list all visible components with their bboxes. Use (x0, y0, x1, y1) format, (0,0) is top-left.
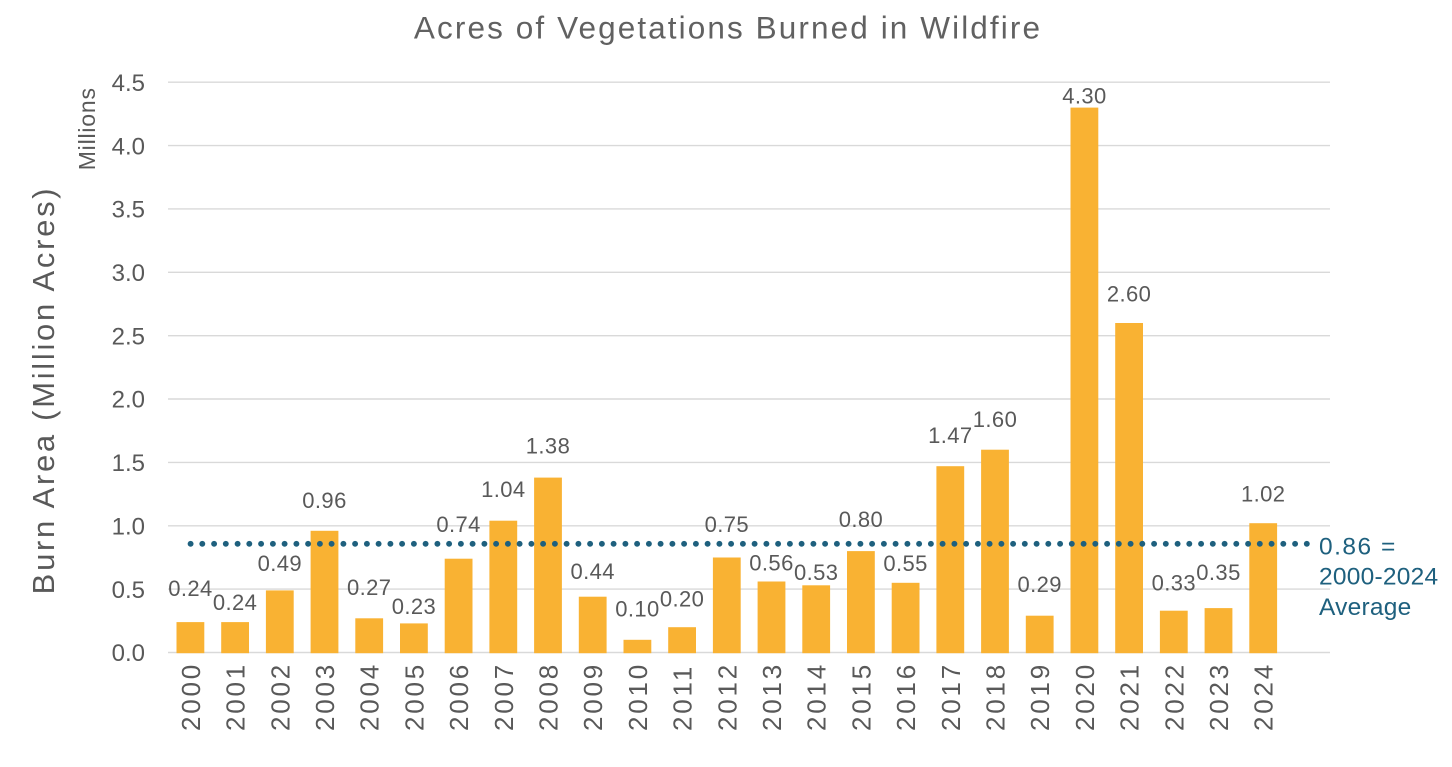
svg-text:0.74: 0.74 (436, 512, 480, 537)
svg-text:2002: 2002 (265, 662, 295, 731)
svg-text:2.5: 2.5 (112, 323, 145, 350)
svg-text:2024: 2024 (1249, 662, 1279, 731)
svg-text:2012: 2012 (712, 662, 742, 731)
svg-text:2001: 2001 (221, 662, 251, 731)
svg-text:2015: 2015 (846, 662, 876, 731)
svg-text:2020: 2020 (1070, 662, 1100, 731)
svg-text:2021: 2021 (1115, 662, 1145, 731)
svg-text:4.5: 4.5 (112, 70, 145, 97)
svg-text:Millions: Millions (74, 87, 100, 170)
svg-text:1.5: 1.5 (112, 450, 145, 477)
svg-text:4.0: 4.0 (112, 133, 145, 160)
svg-text:0.5: 0.5 (112, 577, 145, 604)
svg-text:0.75: 0.75 (705, 512, 749, 537)
svg-text:3.0: 3.0 (112, 260, 145, 287)
svg-text:0.24: 0.24 (213, 590, 257, 615)
svg-text:0.96: 0.96 (302, 488, 346, 513)
svg-text:2014: 2014 (802, 662, 832, 731)
svg-text:2005: 2005 (399, 662, 429, 731)
svg-text:1.02: 1.02 (1241, 482, 1285, 507)
svg-text:2000: 2000 (176, 662, 206, 731)
svg-text:4.30: 4.30 (1062, 83, 1106, 108)
svg-text:0.27: 0.27 (347, 575, 391, 600)
svg-text:0.23: 0.23 (392, 594, 436, 619)
svg-text:1.60: 1.60 (973, 407, 1017, 432)
svg-text:0.10: 0.10 (615, 597, 659, 622)
svg-text:2023: 2023 (1204, 662, 1234, 731)
svg-text:Acres of Vegetations Burned in: Acres of Vegetations Burned in Wildfire (414, 10, 1042, 46)
svg-text:2017: 2017 (936, 662, 966, 731)
svg-text:Average: Average (1319, 594, 1412, 621)
svg-text:2007: 2007 (489, 662, 519, 731)
svg-text:0.20: 0.20 (660, 586, 704, 611)
svg-text:0.80: 0.80 (839, 507, 883, 532)
svg-text:2004: 2004 (355, 662, 385, 731)
svg-text:2000-2024: 2000-2024 (1319, 563, 1438, 590)
svg-text:0.44: 0.44 (570, 559, 614, 584)
svg-text:2010: 2010 (623, 662, 653, 731)
svg-text:2.60: 2.60 (1107, 282, 1151, 307)
svg-text:0.55: 0.55 (883, 551, 927, 576)
svg-text:1.47: 1.47 (928, 423, 972, 448)
svg-text:2006: 2006 (444, 662, 474, 731)
svg-text:0.86 =: 0.86 = (1319, 534, 1397, 561)
svg-text:1.04: 1.04 (481, 477, 525, 502)
svg-text:0.56: 0.56 (749, 550, 793, 575)
svg-text:2013: 2013 (757, 662, 787, 731)
svg-text:Burn Area (Million Acres): Burn Area (Million Acres) (26, 186, 61, 595)
svg-text:2022: 2022 (1159, 662, 1189, 731)
svg-text:2019: 2019 (1025, 662, 1055, 731)
svg-text:0.0: 0.0 (112, 640, 145, 667)
svg-text:2011: 2011 (668, 664, 698, 731)
svg-text:2.0: 2.0 (112, 387, 145, 414)
svg-text:2016: 2016 (891, 662, 921, 731)
svg-text:2008: 2008 (534, 662, 564, 731)
svg-text:0.24: 0.24 (168, 576, 212, 601)
svg-text:0.49: 0.49 (258, 551, 302, 576)
svg-text:0.35: 0.35 (1196, 560, 1240, 585)
svg-text:0.33: 0.33 (1152, 571, 1196, 596)
svg-text:3.5: 3.5 (112, 197, 145, 224)
svg-text:0.53: 0.53 (794, 560, 838, 585)
svg-text:1.38: 1.38 (526, 434, 570, 459)
svg-text:2003: 2003 (310, 662, 340, 731)
svg-text:0.29: 0.29 (1017, 572, 1061, 597)
svg-text:1.0: 1.0 (112, 514, 145, 541)
svg-text:2018: 2018 (981, 662, 1011, 731)
svg-text:2009: 2009 (578, 662, 608, 731)
